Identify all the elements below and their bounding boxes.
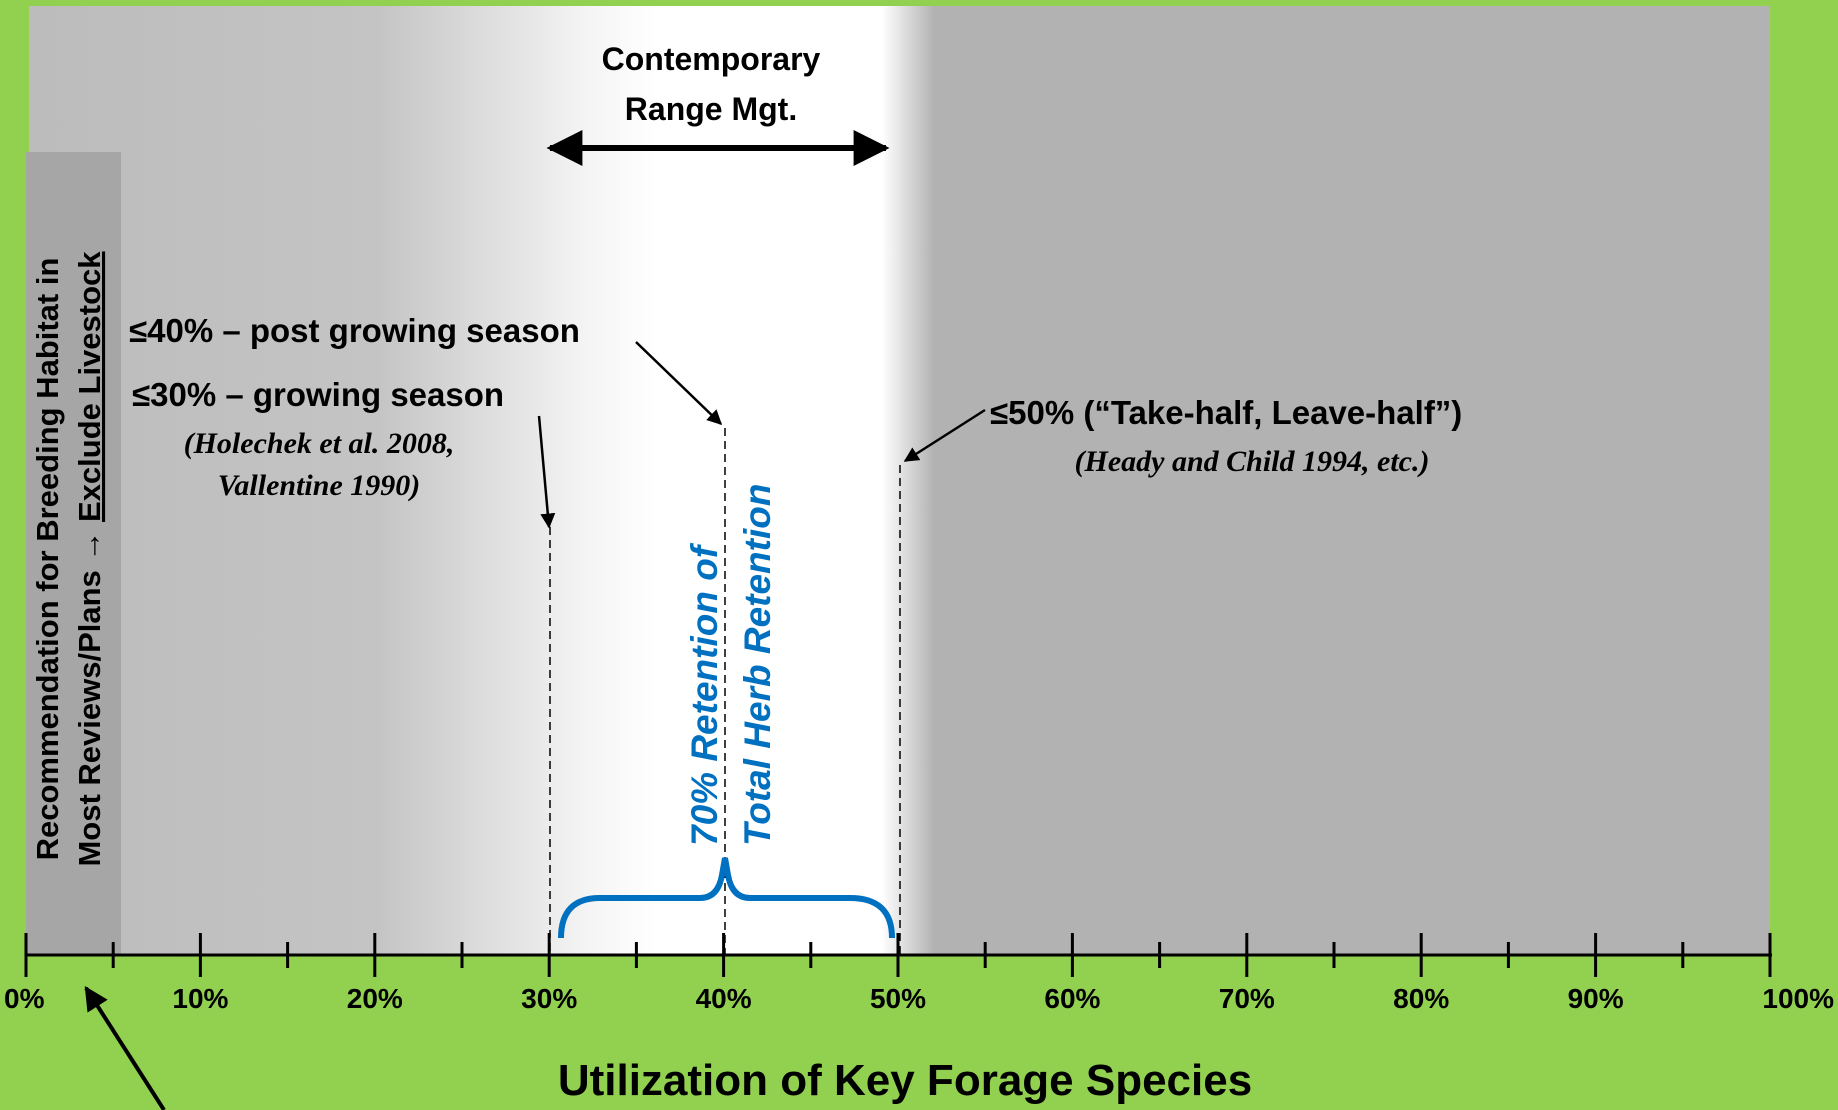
header-line2: Range Mgt. bbox=[625, 91, 797, 127]
take-half-arrow bbox=[903, 408, 986, 463]
retention-line1: 70% Retention of bbox=[684, 542, 725, 846]
side-note-prefix: Most Reviews/Plans → bbox=[72, 522, 107, 867]
side-box bbox=[26, 152, 121, 955]
growing-label: ≤30% – growing season bbox=[132, 376, 504, 413]
side-arrow bbox=[84, 985, 166, 1110]
tick-label: 50% bbox=[870, 983, 926, 1014]
tick-label: 90% bbox=[1568, 983, 1624, 1014]
tick-label: 40% bbox=[696, 983, 752, 1014]
growing-source-2: Vallentine 1990) bbox=[218, 469, 421, 502]
tick-label: 70% bbox=[1219, 983, 1275, 1014]
side-note-line2: Most Reviews/Plans → Exclude Livestock bbox=[72, 251, 107, 867]
tick-label: 20% bbox=[347, 983, 403, 1014]
post-growing-label: ≤40% – post growing season bbox=[129, 312, 580, 349]
take-half-label: ≤50% (“Take-half, Leave-half”) bbox=[990, 394, 1462, 431]
axis-ticks: 0% 10% 20% 30% 40% 50% 60% 70% 80% 90% 100% bbox=[4, 933, 1834, 1014]
tick-label: 10% bbox=[172, 983, 228, 1014]
tick-label: 30% bbox=[521, 983, 577, 1014]
header-line1: Contemporary bbox=[602, 41, 821, 77]
tick-label: 80% bbox=[1393, 983, 1449, 1014]
side-note-line1: Recommendation for Breeding Habitat in bbox=[30, 258, 65, 861]
growing-arrow bbox=[537, 415, 556, 529]
side-note-underlined: Exclude Livestock bbox=[72, 251, 107, 522]
tick-label: 60% bbox=[1044, 983, 1100, 1014]
take-half-source: (Heady and Child 1994, etc.) bbox=[1075, 445, 1430, 478]
growing-source-1: (Holechek et al. 2008, bbox=[184, 427, 455, 460]
axis-title: Utilization of Key Forage Species bbox=[558, 1056, 1252, 1105]
tick-label: 0% bbox=[4, 983, 45, 1014]
tick-label: 100% bbox=[1762, 983, 1834, 1014]
post-growing-arrow bbox=[635, 341, 723, 426]
retention-brace bbox=[558, 857, 895, 939]
retention-line2: Total Herb Retention bbox=[737, 484, 778, 846]
